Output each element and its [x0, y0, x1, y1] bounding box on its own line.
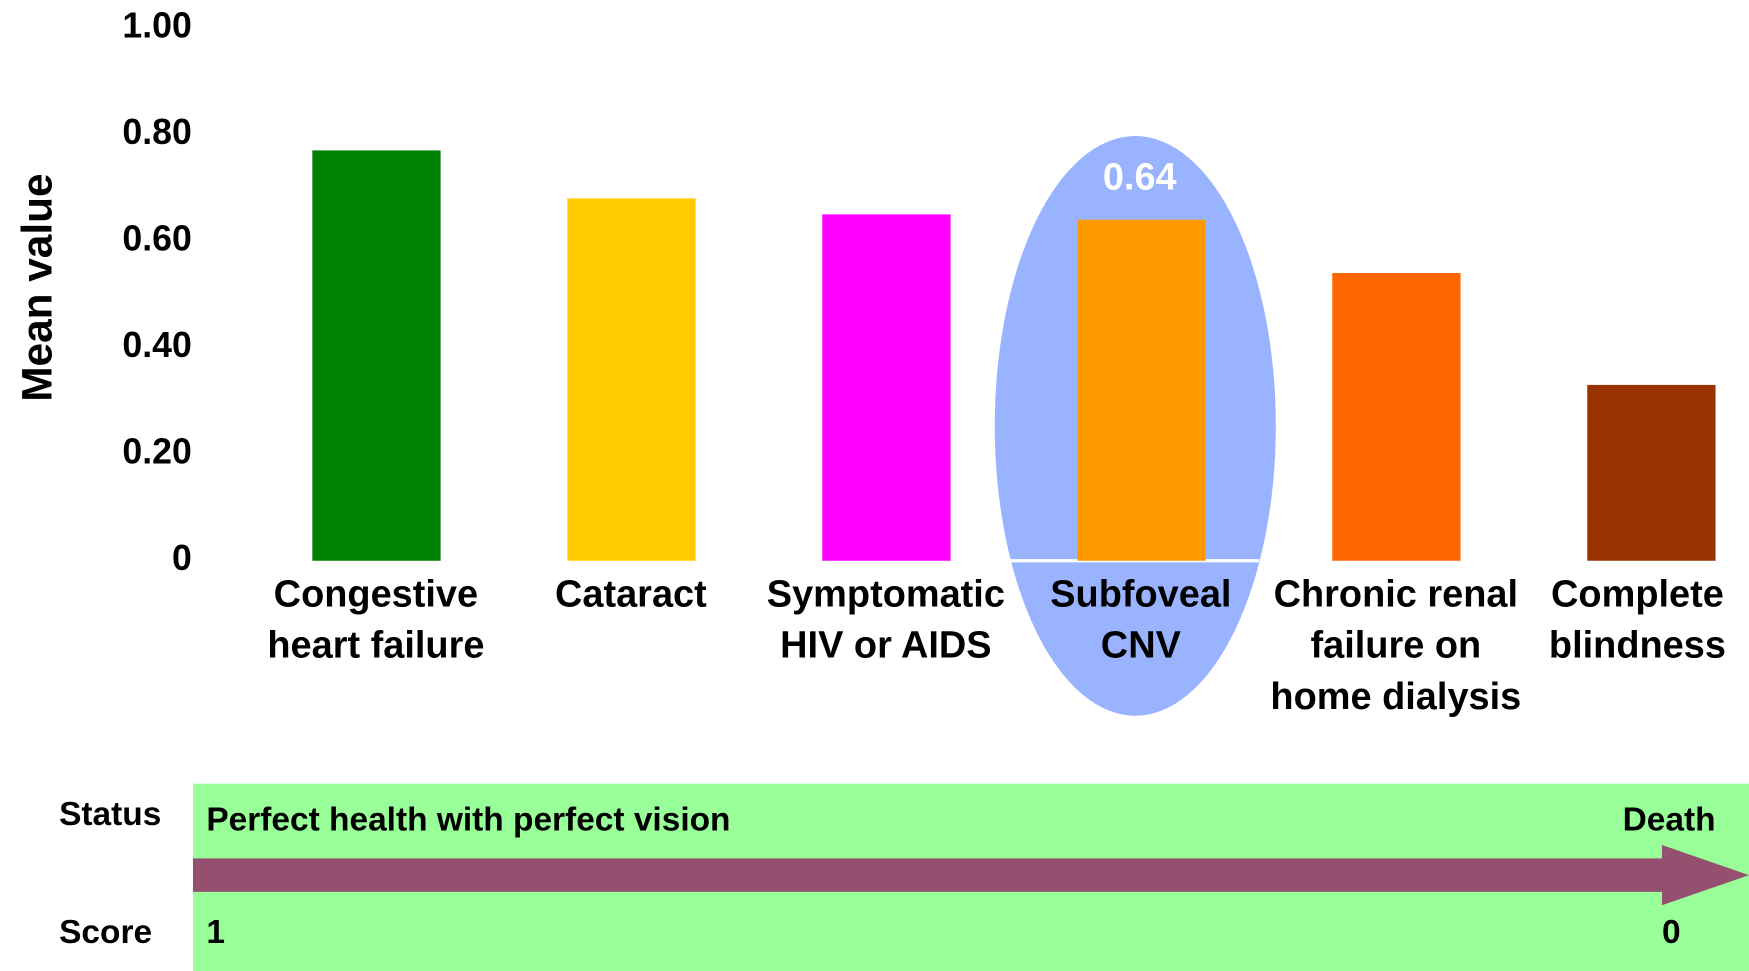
y-tick-label: 0.40 [122, 325, 191, 365]
bar [1077, 219, 1206, 561]
score-label: Score [59, 914, 152, 951]
data-label: 0.64 [1103, 157, 1177, 199]
x-tick-label: Subfoveal CNV [1050, 573, 1232, 667]
y-tick-label: 1.00 [122, 5, 191, 45]
start-status: Perfect health with perfect vision [206, 801, 730, 838]
y-axis-title: Mean value [13, 173, 60, 401]
start-score: 1 [206, 914, 225, 951]
y-tick-label: 0 [172, 538, 192, 578]
scale-arrow [192, 845, 1749, 906]
x-tick-label-box: Subfoveal CNV [1050, 573, 1232, 667]
bar [1332, 272, 1461, 561]
x-tick-label: Chronic renal failure on home dialysis [1270, 573, 1522, 718]
bar [312, 150, 441, 561]
end-score: 0 [1662, 914, 1681, 951]
y-tick-label: 0.20 [122, 432, 191, 472]
x-tick-label-box: Complete blindness [1548, 573, 1726, 667]
x-tick-label: Congestive heart failure [267, 573, 485, 667]
bar [567, 198, 696, 561]
x-tick-label-box: Chronic renal failure on home dialysis [1270, 573, 1522, 718]
x-tick-label-box: Cataract [554, 573, 707, 616]
y-tick-label: 0.80 [122, 112, 191, 152]
x-tick-label-box: Symptomatic HIV or AIDS [766, 573, 1005, 667]
y-tick-label: 0.60 [122, 218, 191, 258]
status-label: Status [59, 796, 161, 833]
x-tick-label-box: Congestive heart failure [267, 573, 485, 667]
x-tick-label: Complete blindness [1548, 573, 1726, 667]
end-status: Death [1623, 801, 1716, 838]
bar [1587, 384, 1716, 561]
x-tick-label: Cataract [554, 573, 707, 616]
x-tick-label: Symptomatic HIV or AIDS [766, 573, 1005, 667]
bar [822, 214, 951, 561]
